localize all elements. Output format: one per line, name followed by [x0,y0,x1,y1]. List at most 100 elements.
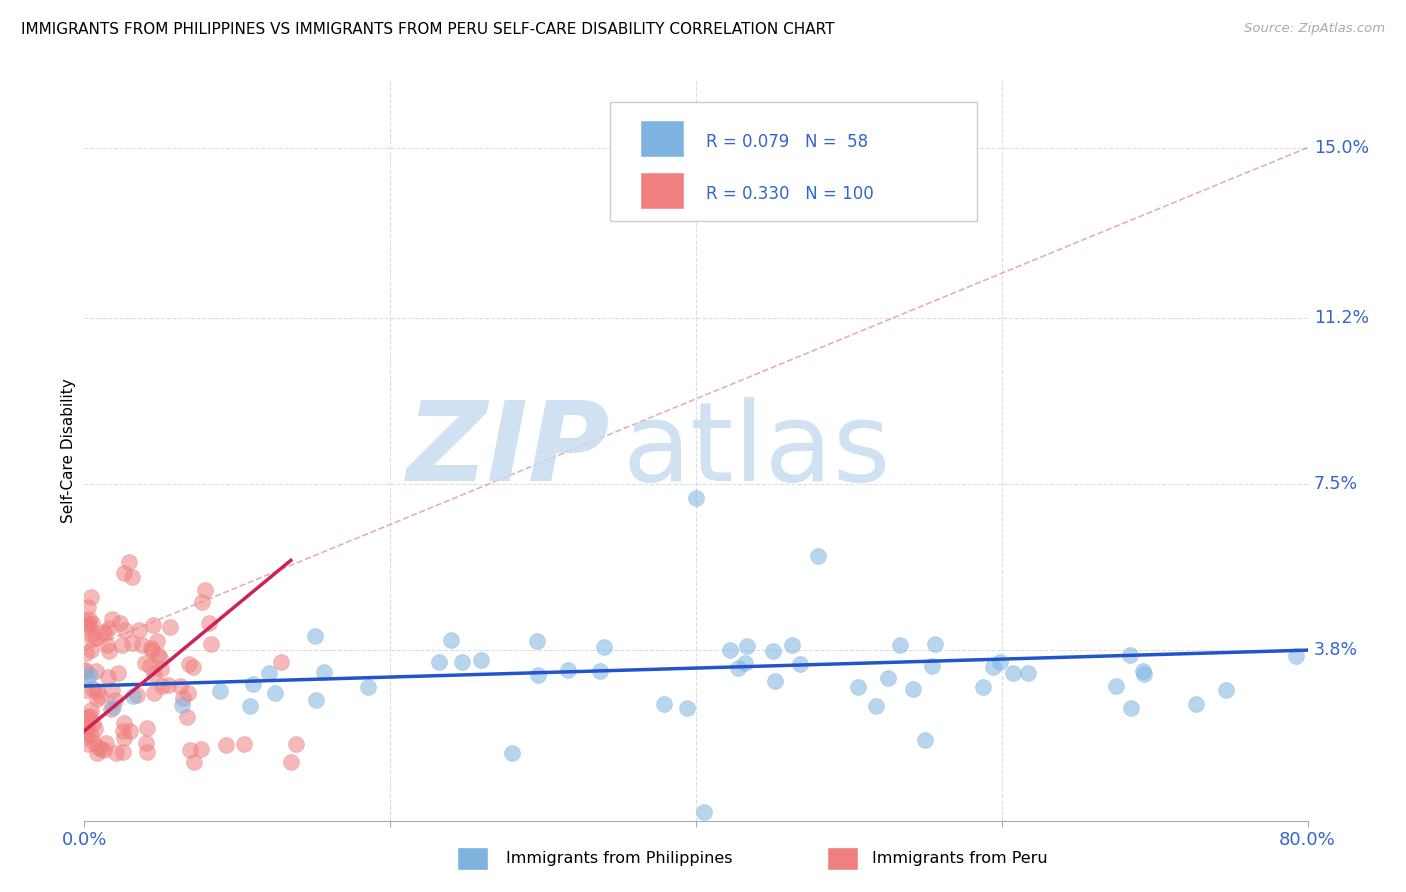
Point [141,642,163,657]
Point [889,638,911,652]
Point [200,637,222,651]
Point [142,618,165,632]
Point [1001,665,1024,680]
Point [191,595,214,609]
Point [91,624,114,639]
Text: Immigrants from Peru: Immigrants from Peru [872,851,1047,865]
Point [150,662,173,676]
Point [94,736,117,750]
Point [194,583,217,598]
Point [877,672,900,686]
Text: atlas: atlas [623,397,891,504]
Point [242,677,264,691]
Point [82,615,104,630]
Point [80,632,103,647]
Point [89,689,111,703]
Point [305,693,328,707]
Point [77,619,100,633]
Point [314,665,336,679]
Point [181,660,204,674]
Point [470,652,492,666]
Point [157,678,180,692]
Point [117,555,139,569]
Point [77,617,100,632]
Point [94,626,117,640]
Point [734,657,756,671]
Point [125,688,148,702]
Point [589,664,612,678]
Point [75,663,97,677]
Point [76,725,98,739]
Point [284,737,307,751]
Point [105,746,128,760]
Point [121,570,143,584]
Point [692,805,714,819]
Point [427,656,450,670]
Point [257,666,280,681]
Point [75,664,97,678]
Point [77,612,100,626]
Point [76,737,98,751]
Point [75,711,97,725]
Point [177,686,200,700]
Point [172,690,194,705]
Point [142,667,165,681]
Point [75,683,97,698]
Text: R = 0.330   N = 100: R = 0.330 N = 100 [706,186,873,203]
Point [111,724,134,739]
Point [901,681,924,696]
Point [139,658,162,673]
Point [90,742,112,756]
Point [1215,683,1237,698]
Point [76,718,98,732]
FancyBboxPatch shape [610,103,977,221]
Point [76,671,98,685]
Point [82,716,104,731]
Point [75,722,97,736]
Point [79,709,101,723]
Point [593,640,616,655]
Point [97,670,120,684]
Point [121,689,143,703]
Point [1105,679,1128,693]
Text: 3.8%: 3.8% [1313,641,1358,659]
Point [131,638,153,652]
Point [763,674,786,689]
Point [762,644,785,658]
Point [75,646,97,660]
Point [86,739,108,754]
Point [86,691,108,706]
Point [1185,698,1208,712]
Point [136,745,159,759]
Point [100,702,122,716]
Point [718,643,741,657]
Point [82,681,104,696]
Point [209,684,232,698]
Point [179,743,201,757]
Point [304,629,326,643]
Point [143,686,166,700]
Point [79,668,101,682]
Point [77,709,100,723]
Point [75,615,97,629]
Point [1121,701,1143,715]
Point [98,643,121,657]
Point [110,615,132,630]
Y-axis label: Self-Care Disability: Self-Care Disability [60,378,76,523]
Point [172,698,194,713]
Point [239,698,262,713]
Point [83,736,105,750]
Point [233,737,256,751]
Point [1017,666,1039,681]
Point [1119,648,1142,662]
Point [527,667,550,681]
Point [789,657,811,671]
Point [112,716,135,731]
Point [101,683,124,698]
Point [80,591,103,605]
Point [79,728,101,742]
Point [120,723,142,738]
Point [146,648,169,662]
Point [280,756,302,770]
Point [270,656,292,670]
